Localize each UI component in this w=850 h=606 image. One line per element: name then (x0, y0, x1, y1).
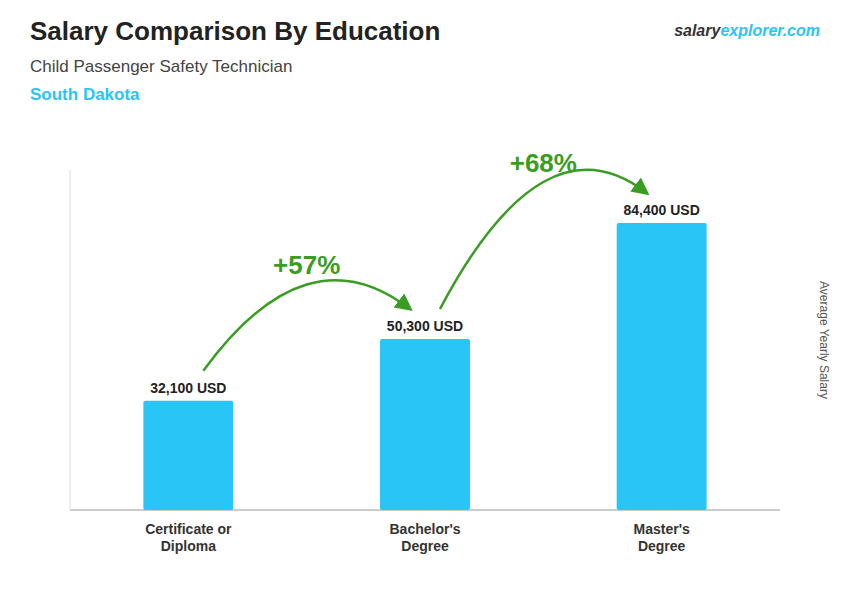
y-axis-line (70, 170, 71, 510)
x-tick-label: Bachelor'sDegree (389, 521, 460, 554)
x-tick-label: Certificate orDiploma (145, 521, 232, 554)
value-label: 50,300 USD (387, 318, 463, 334)
brand: salaryexplorer.com (674, 22, 820, 39)
title: Salary Comparison By Education (30, 16, 440, 46)
y-axis-label: Average Yearly Salary (817, 281, 831, 399)
chart-container: Salary Comparison By Education Child Pass… (0, 0, 850, 606)
bar (617, 223, 707, 510)
brand-part: salary (674, 22, 721, 39)
chart-svg: Salary Comparison By Education Child Pass… (0, 0, 850, 606)
change-label: +68% (510, 148, 577, 178)
bars (143, 223, 706, 510)
bar (380, 339, 470, 510)
x-tick-label: Master'sDegree (634, 521, 690, 554)
brand-part: explorer.com (720, 22, 820, 39)
value-label: 32,100 USD (150, 380, 226, 396)
change-arrow (440, 170, 647, 309)
bar (143, 401, 233, 510)
change-arrow (203, 280, 410, 371)
location: South Dakota (30, 85, 140, 104)
subtitle: Child Passenger Safety Technician (30, 57, 292, 76)
value-label: 84,400 USD (624, 202, 700, 218)
change-label: +57% (273, 250, 340, 280)
